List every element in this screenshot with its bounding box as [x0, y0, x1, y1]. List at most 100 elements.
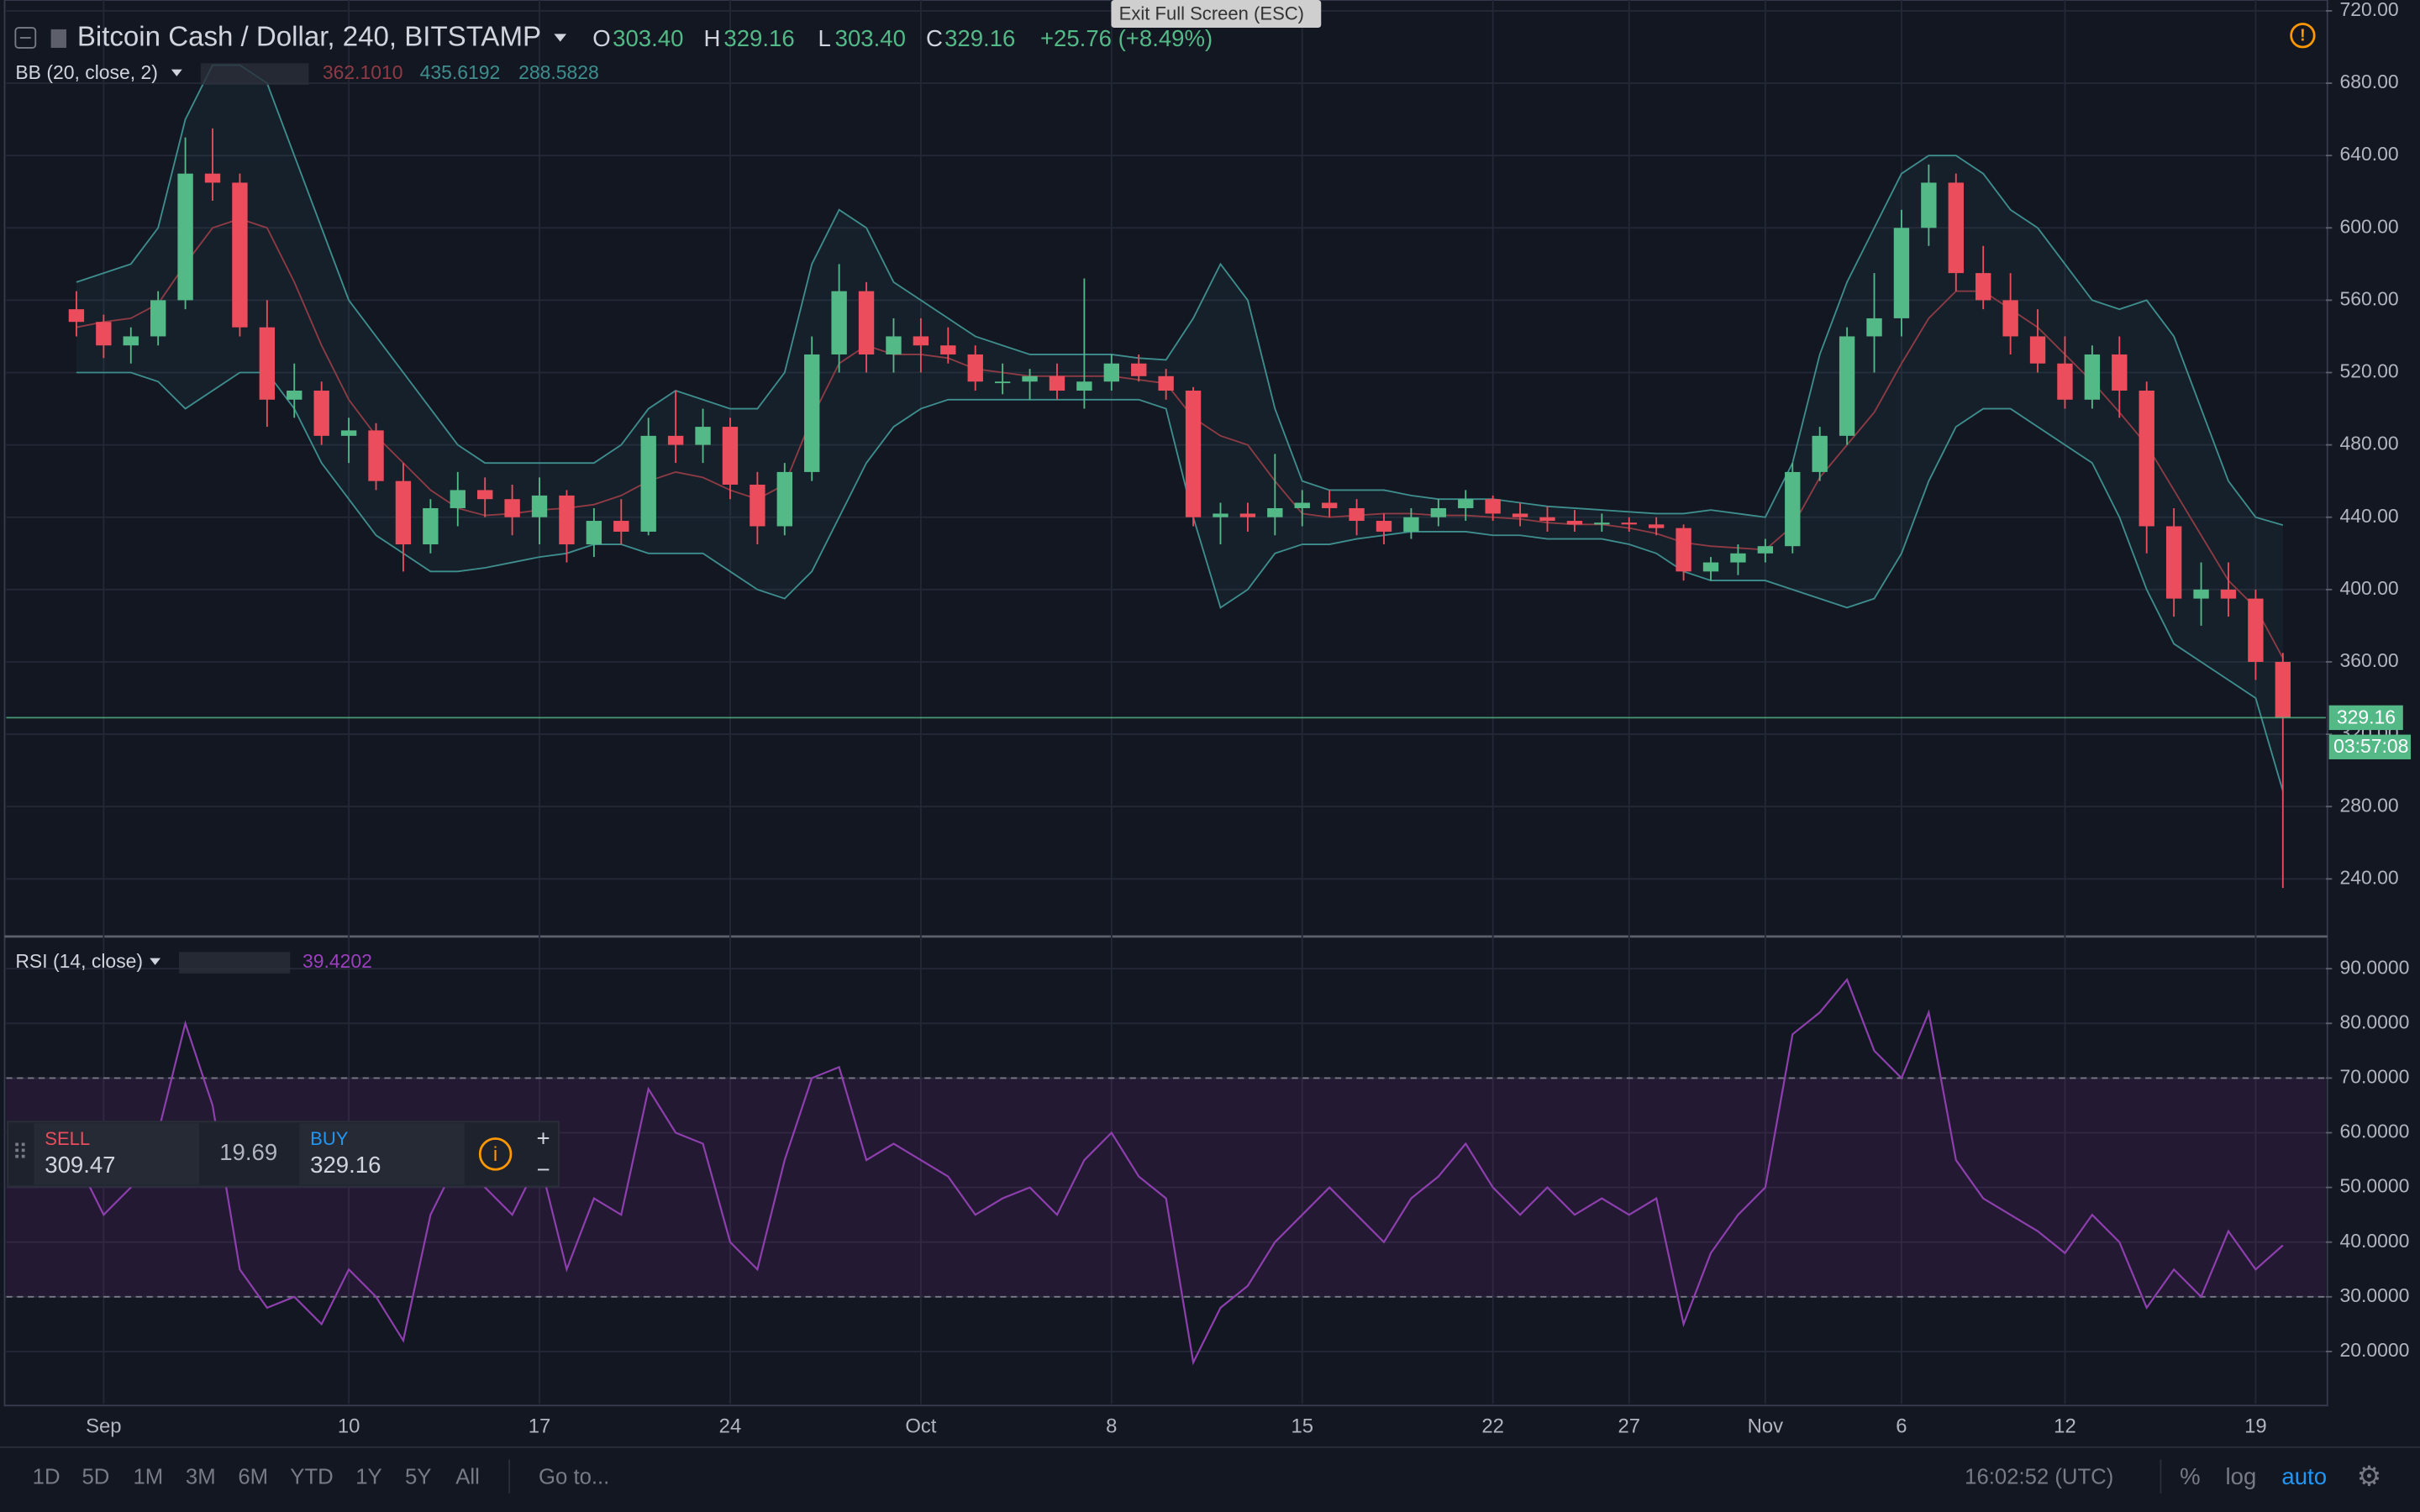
indicator-controls[interactable] [179, 952, 291, 974]
x-tick-label: 10 [338, 1415, 360, 1437]
buy-label: BUY [310, 1128, 349, 1149]
bottom-toolbar: Go to... 16:02:52 (UTC) ⚙ 1D 5D 1M 3M 6M YTD 1… [33, 1459, 2382, 1494]
range-button[interactable]: 1Y [355, 1465, 381, 1488]
candle-body [96, 322, 112, 346]
rsi-value: 39.4202 [302, 950, 372, 972]
exit-fullscreen-button[interactable] [1111, 0, 1322, 29]
candle-body [395, 480, 412, 545]
scale-option[interactable]: log [2226, 1463, 2257, 1489]
candle-body [68, 309, 85, 323]
range-button[interactable]: YTD [290, 1465, 333, 1488]
range-button[interactable]: 5D [82, 1465, 109, 1488]
info-icon[interactable] [478, 1137, 513, 1171]
decrease-button[interactable]: − [536, 1156, 550, 1182]
range-button[interactable]: 6M [238, 1465, 268, 1488]
candle-body [1022, 375, 1038, 382]
candle-body [1948, 182, 1964, 274]
indicator-controls[interactable] [200, 63, 309, 86]
symbol-title: Bitcoin Cash / Dollar, 240, BITSTAMP [77, 22, 541, 53]
y-tick-label: 640.00 [2339, 143, 2398, 165]
range-button[interactable]: All [455, 1465, 480, 1488]
candle-body [2248, 598, 2264, 662]
candle-body [259, 327, 276, 400]
scale-option[interactable]: auto [2281, 1463, 2327, 1489]
candle-body [2112, 354, 2128, 391]
candle-body [667, 435, 684, 445]
candle-body [1621, 522, 1637, 525]
alert-icon[interactable] [2290, 23, 2316, 49]
last-price-tag [2328, 705, 2403, 731]
dropdown-arrow[interactable] [554, 34, 567, 42]
candle-body [1430, 507, 1447, 517]
x-tick-label: 8 [1106, 1415, 1117, 1437]
ohlc-value: 329.16 [944, 25, 1015, 51]
info-icon-mark: i [493, 1143, 497, 1166]
candle-body [123, 336, 139, 346]
header-legend: Bitcoin Cash / Dollar, 240, BITSTAMP O 3… [14, 22, 2316, 974]
range-button[interactable]: 1D [33, 1465, 60, 1488]
x-tick-label: 12 [2054, 1415, 2076, 1437]
candle-body [1702, 562, 1719, 572]
range-button[interactable]: 5Y [405, 1465, 431, 1488]
candle-body [1757, 546, 1774, 554]
countdown-tag [2328, 734, 2411, 759]
y-tick-label: 50.0000 [2339, 1175, 2409, 1197]
candle-body [1158, 375, 1174, 391]
y-tick-label: 60.0000 [2339, 1121, 2409, 1142]
indicator-value: 288.5828 [518, 61, 599, 83]
price-change: +25.76 (+8.49%) [1040, 25, 1213, 51]
collapse-icon[interactable] [14, 27, 37, 49]
y-tick-label: 440.00 [2339, 505, 2398, 527]
candle-body [967, 354, 983, 382]
bollinger-basis [76, 218, 2284, 659]
dropdown-arrow[interactable] [150, 958, 161, 965]
ohlc-label: O [592, 25, 610, 51]
goto-button[interactable]: Go to... [539, 1465, 609, 1488]
candle-body [1349, 507, 1365, 522]
candle-body [1839, 336, 1855, 436]
indicator-value: 362.1010 [323, 61, 403, 83]
candle-body [1321, 502, 1338, 508]
x-tick-label: 19 [2244, 1415, 2267, 1437]
candle-body [613, 521, 629, 532]
rsi-band [6, 1078, 2326, 1297]
candle-body [750, 484, 765, 527]
ohlc-label: L [818, 25, 830, 51]
ohlc-label: H [704, 25, 721, 51]
candle-body [1975, 273, 1991, 301]
rsi-title[interactable]: RSI (14, close) [15, 950, 143, 972]
last-price-label: 329.16 [2337, 706, 2396, 727]
candle-body [1785, 471, 1801, 547]
candle-body [450, 490, 466, 508]
indicator-value: 435.6192 [420, 61, 501, 83]
range-button[interactable]: 3M [186, 1465, 216, 1488]
buy-button[interactable] [299, 1123, 465, 1185]
y-tick-label: 90.0000 [2339, 956, 2409, 978]
x-tick-label: 24 [719, 1415, 742, 1437]
candle-body [1730, 553, 1746, 563]
drag-handle[interactable]: ⠿ [12, 1142, 28, 1165]
y-tick-label: 480.00 [2339, 433, 2398, 454]
settings-button[interactable]: ⚙ [2357, 1461, 2382, 1492]
y-tick-label: 40.0000 [2339, 1230, 2409, 1252]
candle-body [1539, 517, 1555, 522]
candle-body [913, 336, 929, 346]
candle-body [1103, 363, 1119, 382]
range-button[interactable]: 1M [133, 1465, 163, 1488]
dropdown-arrow[interactable] [171, 69, 182, 76]
ohlc-value: 303.40 [613, 25, 683, 51]
rsi-line [75, 978, 2284, 1366]
candle-body [204, 173, 221, 183]
candle-body [531, 495, 548, 517]
indicator-title[interactable]: BB (20, close, 2) [15, 61, 158, 83]
y-tick-label: 400.00 [2339, 577, 2398, 599]
x-tick-label: Oct [905, 1415, 936, 1437]
bollinger-lower [76, 371, 2284, 791]
candle-body [2165, 526, 2182, 599]
flag-icon[interactable] [50, 29, 66, 48]
scale-option[interactable]: % [2180, 1463, 2200, 1489]
sell-button[interactable] [34, 1123, 199, 1185]
candle-body [1076, 381, 1092, 391]
y-tick-label: 80.0000 [2339, 1011, 2409, 1032]
increase-button[interactable]: + [536, 1126, 550, 1152]
